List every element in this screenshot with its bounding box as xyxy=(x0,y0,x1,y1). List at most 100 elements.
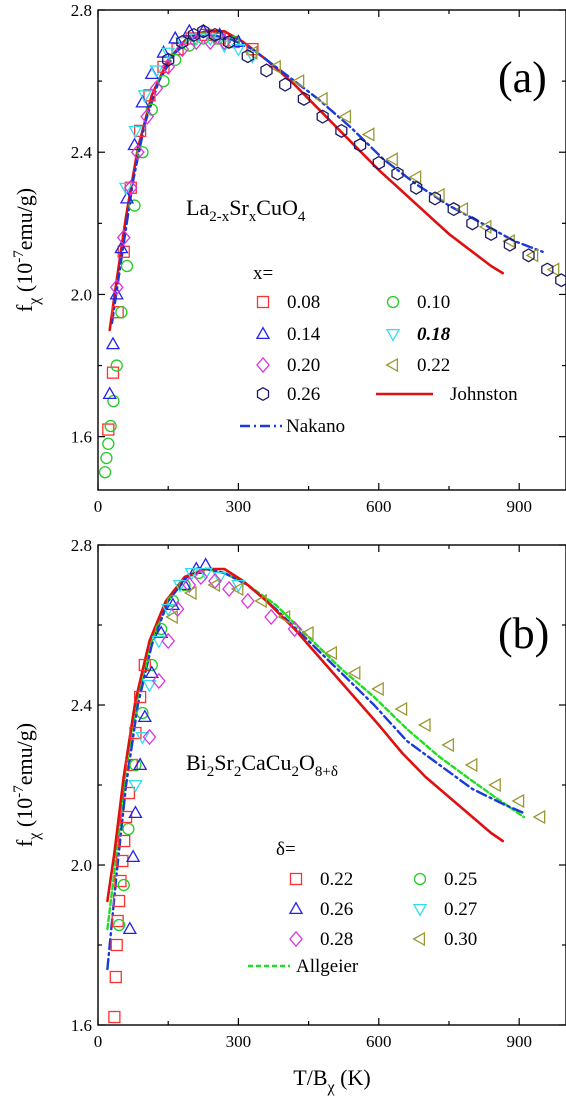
data-point-0.28 xyxy=(265,610,277,624)
data-point-0.08 xyxy=(103,424,114,435)
compound-label: La2-xSrxCuO4 xyxy=(186,195,306,225)
data-point-0.10 xyxy=(105,421,116,432)
data-point-0.26 xyxy=(261,64,272,77)
x-tick-label: 600 xyxy=(366,1032,392,1051)
series-line-johnston xyxy=(110,31,503,330)
legend-marker-0.28 xyxy=(290,932,302,946)
y-tick-label: 2.8 xyxy=(71,1,92,20)
data-point-0.22 xyxy=(111,940,122,951)
compound-label: Bi2Sr2CaCu2O8+δ xyxy=(186,750,338,780)
data-point-0.30 xyxy=(167,611,178,623)
y-tick-label: 1.6 xyxy=(71,428,92,447)
legend-label: 0.20 xyxy=(287,355,320,376)
series-line-johnston xyxy=(107,569,502,901)
data-point-0.30 xyxy=(372,683,383,695)
data-point-0.10 xyxy=(122,261,133,272)
data-point-0.10 xyxy=(100,467,111,478)
x-tick-label: 300 xyxy=(226,497,252,516)
legend-label: 0.27 xyxy=(444,899,477,920)
data-point-0.28 xyxy=(242,594,254,608)
data-point-0.26 xyxy=(124,923,136,934)
data-point-0.22 xyxy=(109,1012,120,1023)
data-layer xyxy=(107,559,544,1023)
x-tick-label: 900 xyxy=(506,1032,532,1051)
y-axis-title: fχ (10-7emu/g) xyxy=(11,723,43,847)
x-tick-label: 600 xyxy=(366,497,392,516)
legend-label: 0.26 xyxy=(320,899,353,920)
data-point-0.30 xyxy=(489,779,500,791)
data-point-0.26 xyxy=(556,274,566,287)
y-tick-label: 2.8 xyxy=(71,536,92,555)
x-tick-label: 900 xyxy=(506,497,532,516)
data-point-0.10 xyxy=(103,438,114,449)
data-point-0.18 xyxy=(129,126,141,137)
data-point-0.26 xyxy=(139,711,151,722)
legend-label: 0.26 xyxy=(287,384,320,405)
data-point-0.25 xyxy=(118,880,129,891)
legend-marker-0.30 xyxy=(414,933,425,945)
data-layer xyxy=(100,25,566,478)
data-point-0.30 xyxy=(513,795,524,807)
legend-marker-0.27 xyxy=(414,905,426,916)
panel-b: 0 300 600 900 1.6 2.0 2.4 2.8 (b) fχ (10-7emu/g) T… xyxy=(11,536,566,1096)
series-line-nakano xyxy=(112,35,543,323)
data-point-0.30 xyxy=(326,647,337,659)
data-point-0.26 xyxy=(373,157,384,170)
legend: x= 0.08 0.10 0.14 0.18 0.20 0.22 0.26 Johnston Na… xyxy=(240,263,518,437)
legend-label: 0.25 xyxy=(444,869,477,890)
data-point-0.30 xyxy=(396,703,407,715)
legend-marker-0.25 xyxy=(415,874,426,885)
data-point-0.26 xyxy=(280,78,291,91)
data-point-0.22 xyxy=(114,896,125,907)
y-tick-label: 1.6 xyxy=(71,1016,92,1035)
data-point-0.25 xyxy=(123,824,134,835)
data-point-0.30 xyxy=(419,719,430,731)
legend-marker-0.18 xyxy=(387,330,399,341)
x-tick-label: 0 xyxy=(94,497,103,516)
data-point-0.14 xyxy=(107,338,119,349)
data-point-0.26 xyxy=(127,851,139,862)
legend-label: 0.28 xyxy=(320,929,353,950)
legend-label: 0.30 xyxy=(444,929,477,950)
legend-label: 0.14 xyxy=(287,324,321,345)
x-axis-title: T/Bχ (K) xyxy=(293,1065,370,1096)
legend-label: 0.08 xyxy=(287,292,320,313)
panel-label: (b) xyxy=(498,609,549,658)
legend-marker-0.26 xyxy=(290,903,302,914)
data-point-0.27 xyxy=(129,781,141,792)
legend-label: Nakano xyxy=(286,416,345,437)
legend-label: Allgeier xyxy=(296,956,359,977)
data-point-0.10 xyxy=(129,200,140,211)
data-point-0.30 xyxy=(443,739,454,751)
legend-title: x= xyxy=(253,263,273,284)
data-point-0.10 xyxy=(116,307,127,318)
y-tick-label: 2.0 xyxy=(71,856,92,875)
y-tick-label: 2.0 xyxy=(71,285,92,304)
data-point-0.30 xyxy=(466,759,477,771)
legend-marker-0.26 xyxy=(258,388,269,401)
plot-frame xyxy=(98,545,566,1025)
data-point-0.26 xyxy=(523,249,534,262)
x-tick-label: 300 xyxy=(226,1032,252,1051)
y-axis-title: fχ (10-7emu/g) xyxy=(11,188,43,312)
data-point-0.22 xyxy=(110,972,121,983)
panel-label: (a) xyxy=(498,53,547,102)
y-tick-label: 2.4 xyxy=(71,696,93,715)
legend-label: 0.10 xyxy=(417,292,450,313)
data-point-0.10 xyxy=(108,396,119,407)
data-point-0.10 xyxy=(101,453,112,464)
legend: δ= 0.22 0.25 0.26 0.27 0.28 0.30 Allgeier xyxy=(248,839,477,977)
panel-a: 0 300 600 900 1.6 2.0 2.4 2.8 (a) fχ (10-7emu/g) L… xyxy=(11,1,566,516)
legend-label: 0.22 xyxy=(417,355,450,376)
legend-label: 0.18 xyxy=(417,324,451,345)
legend-label: 0.22 xyxy=(320,869,353,890)
legend-label: Johnston xyxy=(450,384,518,405)
x-tick-label: 0 xyxy=(94,1032,103,1051)
data-point-0.22 xyxy=(363,128,374,140)
legend-marker-0.10 xyxy=(388,297,399,308)
y-tick-label: 2.4 xyxy=(71,143,93,162)
legend-marker-0.20 xyxy=(257,358,269,372)
data-point-0.30 xyxy=(534,811,545,823)
legend-marker-0.22 xyxy=(291,874,302,885)
